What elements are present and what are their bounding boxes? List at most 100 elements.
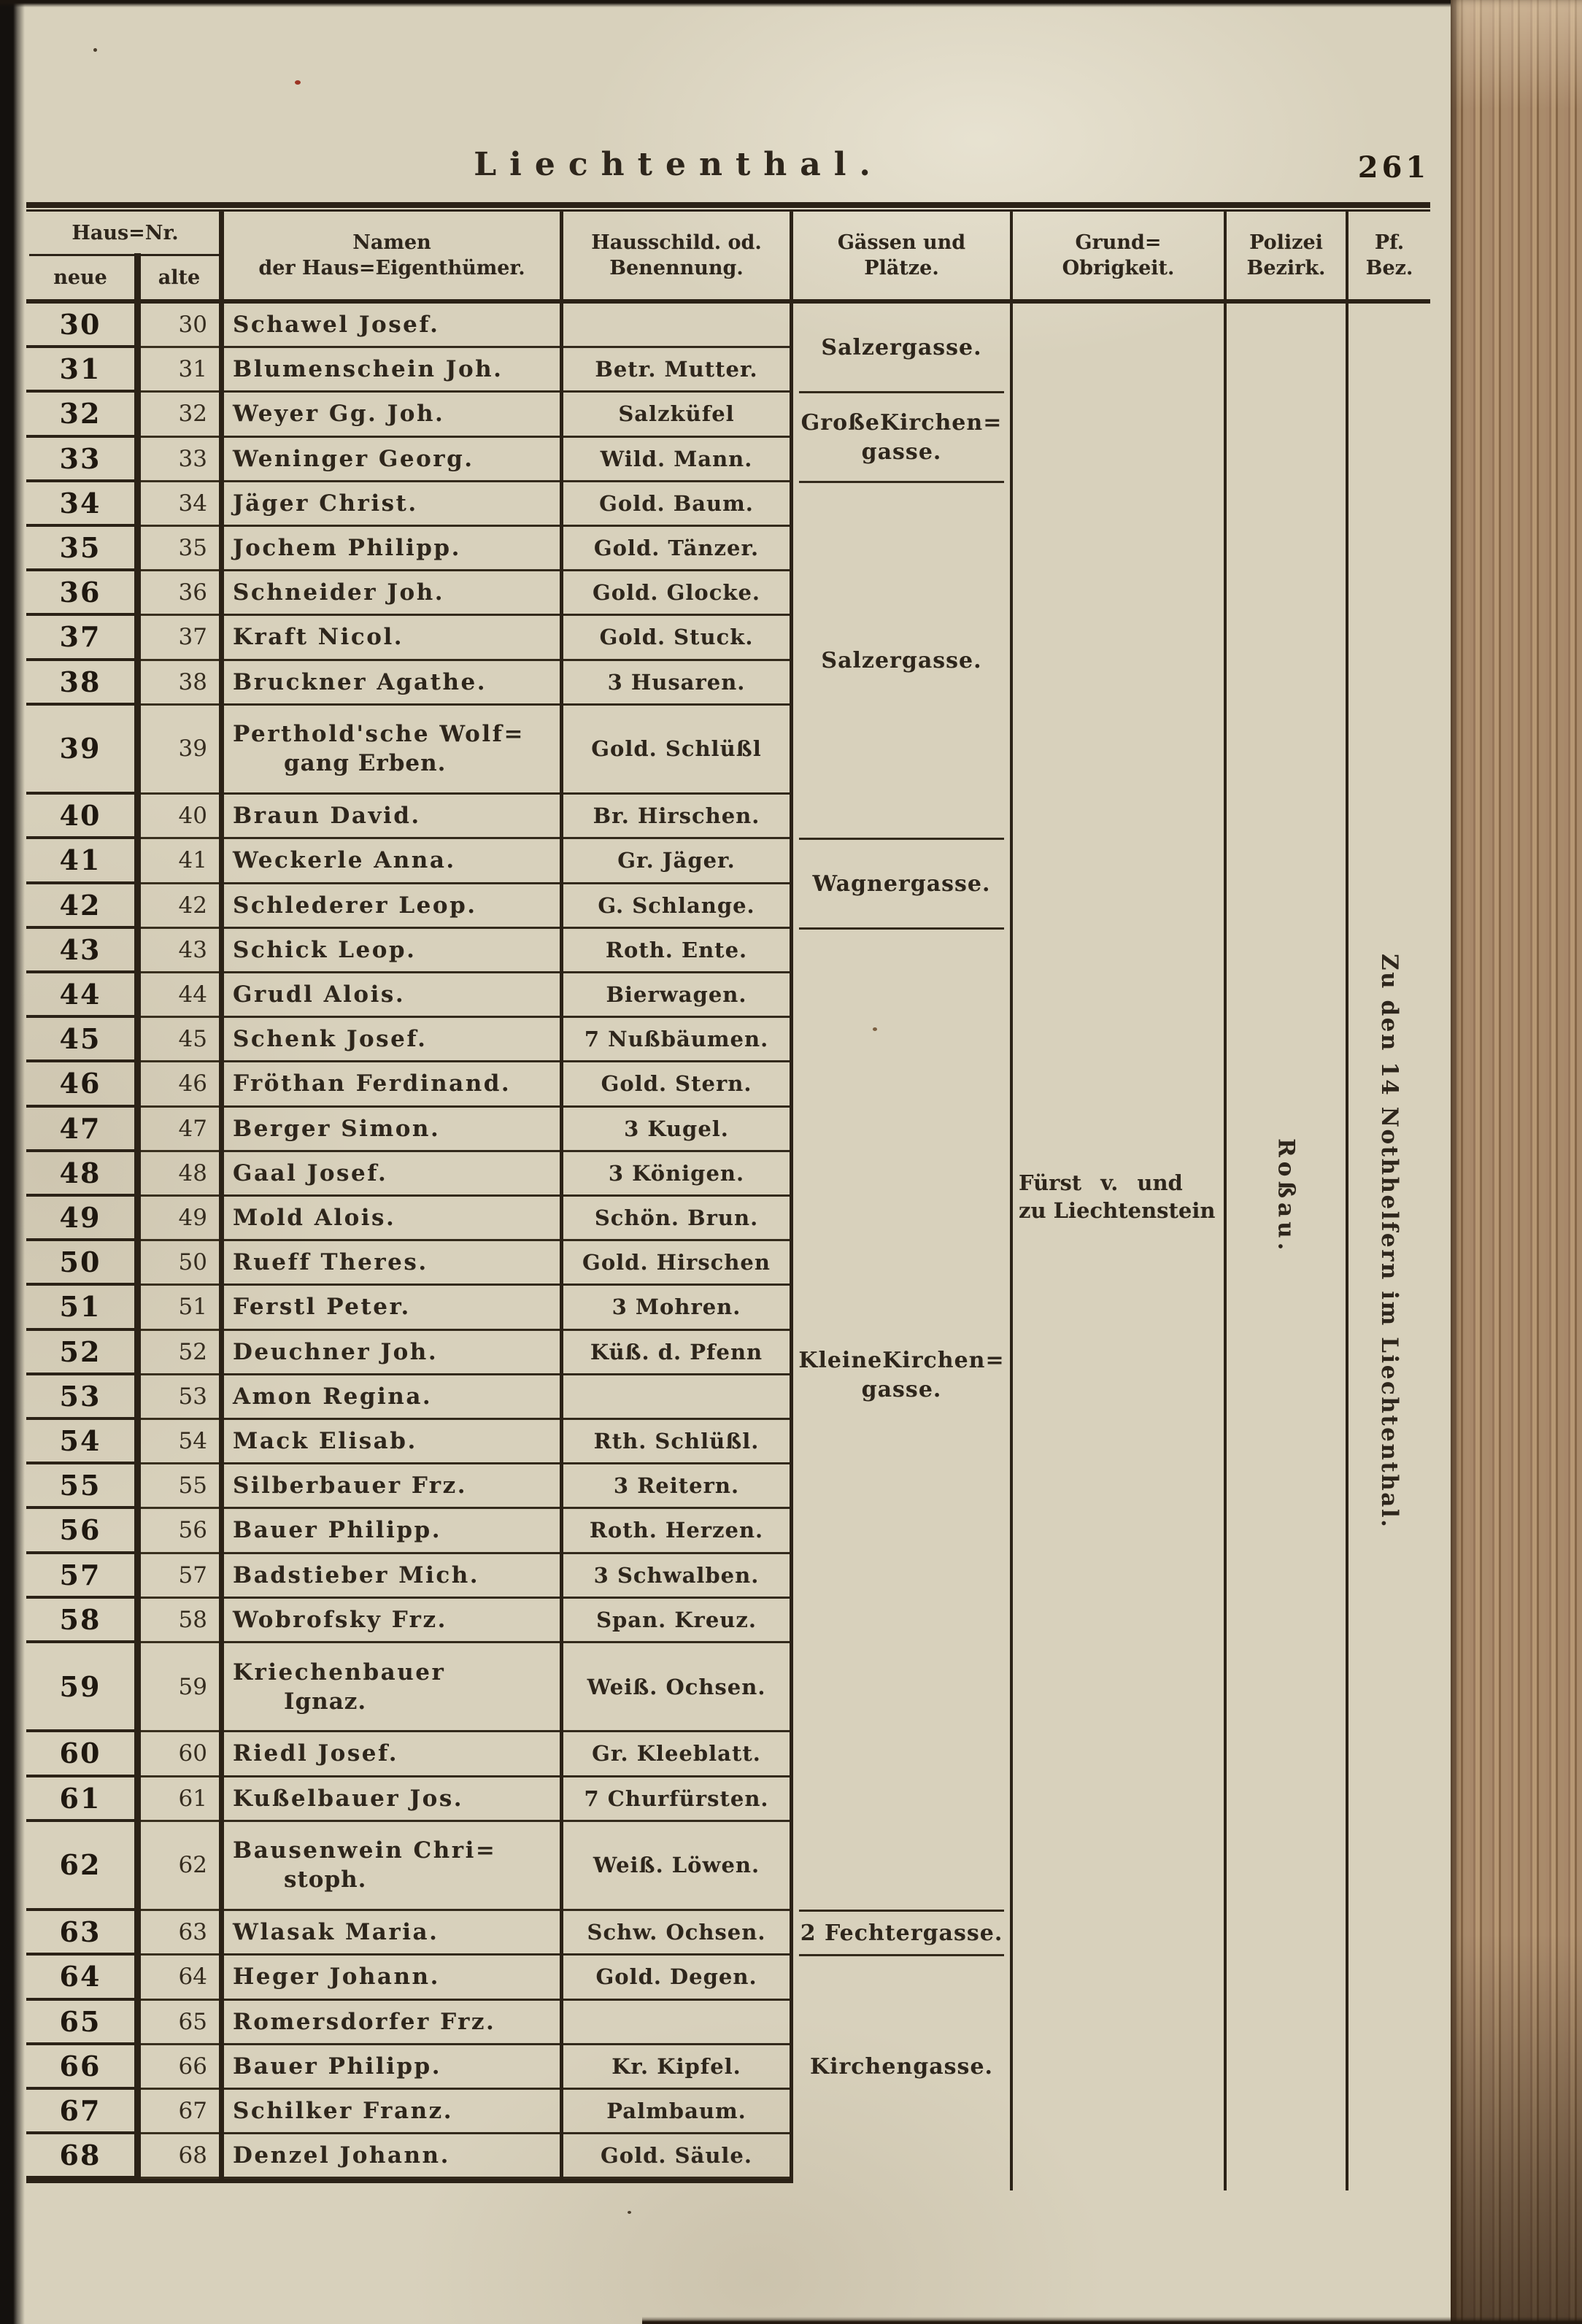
owner-name: Badstieber Mich. [224, 1554, 560, 1599]
owner-name-line1: Bausenwein Chri= [233, 1837, 497, 1864]
parish-district-label: Zu den 14 Nothhelfern im Liechtenthal. [1376, 953, 1402, 1529]
owner-name: Bauer Philipp. [224, 2045, 560, 2090]
house-number-old: 39 [141, 706, 219, 795]
column-grund-obrigkeit: Fürst v. und zu Liechtenstein [1013, 304, 1224, 2180]
house-number-new: 48 [26, 1152, 134, 1197]
owner-name-line1: Schick Leop. [233, 936, 417, 963]
street-divider [799, 927, 1004, 930]
page-title: Liechtenthal. [474, 146, 884, 183]
paper-speck [93, 48, 97, 52]
house-number-old: 57 [141, 1554, 219, 1599]
header-gassen-line1: Gässen und [837, 231, 966, 254]
house-number-new: 50 [26, 1241, 134, 1286]
house-number-new: 30 [26, 304, 134, 349]
house-shield: Gold. Säule. [563, 2134, 790, 2180]
house-number-old: 65 [141, 2001, 219, 2045]
owner-name: Gaal Josef. [224, 1152, 560, 1197]
house-number-new: 32 [26, 393, 134, 438]
owner-name-line1: Ferstl Peter. [233, 1294, 411, 1321]
owner-name-line2: gang Erben. [284, 750, 447, 777]
owner-name-line1: Bruckner Agathe. [233, 668, 487, 695]
owner-name: Schilker Franz. [224, 2090, 560, 2135]
owner-name: Braun David. [224, 795, 560, 840]
house-number-new: 64 [26, 1956, 134, 2001]
house-number-old: 48 [141, 1152, 219, 1197]
house-shield: Schw. Ochsen. [563, 1911, 790, 1956]
house-number-old: 68 [141, 2134, 219, 2180]
header-hausschild-line2: Benennung. [609, 257, 744, 279]
divider-gassen-grund [1010, 212, 1013, 2190]
column-namen: Schawel Josef. Blumenschein Joh. Weyer Gg.… [224, 304, 560, 2180]
house-shield: Gold. Stern. [563, 1062, 790, 1108]
page-number: 261 [1357, 150, 1430, 185]
street-name: Salzergasse. [821, 335, 982, 361]
column-gassen: Salzergasse. GroßeKirchen= gasse. Salzergas… [793, 304, 1010, 2180]
street-name: GroßeKirchen= [800, 409, 1003, 436]
book-fore-edge [1451, 0, 1582, 2324]
street-name: Salzergasse. [821, 647, 982, 673]
owner-name: Mack Elisab. [224, 1420, 560, 1465]
street-divider [799, 1910, 1004, 1912]
house-shield: G. Schlange. [563, 884, 790, 929]
owner-name: Kraft Nicol. [224, 616, 560, 661]
owner-name-line1: Mack Elisab. [233, 1428, 417, 1455]
house-number-new: 40 [26, 795, 134, 840]
owner-name-line1: Grudl Alois. [233, 981, 406, 1008]
owner-name-line1: Berger Simon. [233, 1115, 441, 1142]
house-shield: Gold. Stuck. [563, 616, 790, 661]
header-polizei-line1: Polizei [1249, 231, 1323, 254]
owner-name-line1: Schawel Josef. [233, 312, 440, 339]
street-entry: GroßeKirchen= gasse. [793, 393, 1010, 482]
header-grund-line2: Obrigkeit. [1062, 257, 1175, 279]
house-number-old: 45 [141, 1018, 219, 1063]
house-number-old: 34 [141, 482, 219, 527]
header-gassen: Gässen und Plätze. [793, 212, 1010, 299]
owner-name-line1: Blumenschein Joh. [233, 356, 503, 383]
owner-name: Schenk Josef. [224, 1018, 560, 1063]
house-number-old: 54 [141, 1420, 219, 1465]
owner-name-line1: Kußelbauer Jos. [233, 1785, 464, 1812]
house-number-new: 37 [26, 616, 134, 661]
street-divider [799, 1954, 1004, 1957]
owner-name-line1: Weninger Georg. [233, 445, 474, 472]
owner-name: Blumenschein Joh. [224, 348, 560, 393]
scan-top-edge [0, 0, 1582, 7]
owner-name: Weyer Gg. Joh. [224, 393, 560, 438]
owner-name-line1: Silberbauer Frz. [233, 1472, 468, 1499]
house-number-new: 45 [26, 1018, 134, 1063]
street-divider [799, 480, 1004, 483]
house-number-new: 36 [26, 571, 134, 617]
owner-name-line1: Kriechenbauer [233, 1659, 446, 1686]
scan-left-edge [0, 0, 25, 2324]
owner-name: Perthold'sche Wolf= gang Erben. [224, 706, 560, 795]
house-number-new: 62 [26, 1822, 134, 1912]
owner-name-line1: Schneider Joh. [233, 579, 445, 606]
parish-district-entry: Zu den 14 Nothhelfern im Liechtenthal. [1348, 884, 1430, 1599]
house-number-new: 53 [26, 1375, 134, 1420]
house-number-old: 38 [141, 661, 219, 706]
house-number-new: 44 [26, 973, 134, 1019]
house-shield: 3 Husaren. [563, 661, 790, 706]
house-shield: Br. Hirschen. [563, 795, 790, 840]
owner-name-line1: Denzel Johann. [233, 2142, 450, 2169]
header-polizei-bezirk: Polizei Bezirk. [1227, 212, 1346, 299]
house-shield: Gold. Hirschen [563, 1241, 790, 1286]
house-shield: Gold. Schlüßl [563, 706, 790, 795]
owner-name-line2: Ignaz. [284, 1688, 367, 1715]
header-pf-bez: Pf. Bez. [1348, 212, 1430, 299]
owner-name: Denzel Johann. [224, 2134, 560, 2180]
house-number-new: 68 [26, 2134, 134, 2180]
house-number-new: 56 [26, 1509, 134, 1554]
owner-name: Jäger Christ. [224, 482, 560, 527]
house-shield: Palmbaum. [563, 2090, 790, 2135]
divider-alte-namen [219, 212, 224, 2183]
header-hausschild: Hausschild. od. Benennung. [563, 212, 790, 299]
owner-name: Schneider Joh. [224, 571, 560, 617]
house-number-old: 32 [141, 393, 219, 438]
house-number-old: 61 [141, 1777, 219, 1822]
house-shield: Salzküfel [563, 393, 790, 438]
house-number-new: 49 [26, 1197, 134, 1242]
authority-line2: zu Liechtenstein [1019, 1197, 1216, 1223]
house-shield: Roth. Ente. [563, 929, 790, 973]
house-shield: Wild. Mann. [563, 438, 790, 482]
